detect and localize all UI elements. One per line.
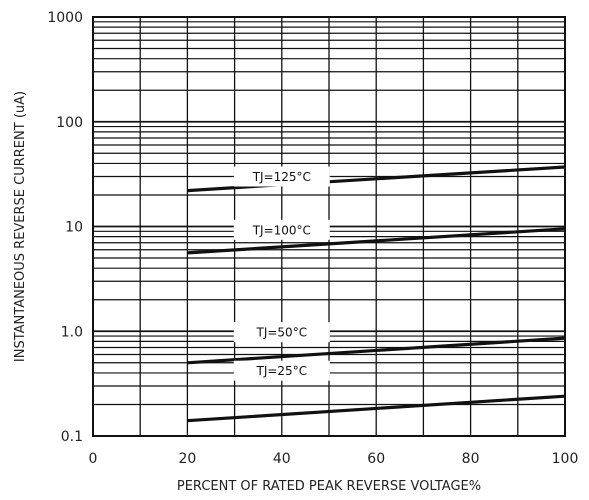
series-label-background — [233, 166, 330, 187]
x-tick-label: 40 — [273, 451, 291, 467]
x-tick-label: 80 — [462, 451, 480, 467]
x-tick-label: 0 — [89, 451, 98, 467]
series-label: TJ=25°C — [256, 364, 308, 378]
series-line — [187, 227, 566, 255]
series-label: TJ=50°C — [256, 326, 308, 340]
x-tick-label: 60 — [367, 451, 385, 467]
y-tick-label: 10 — [65, 220, 83, 236]
y-tick-label: 0.1 — [61, 429, 83, 445]
y-axis-label: INSTANTANEOUS REVERSE CURRENT (uA) — [13, 91, 28, 362]
series-label: TJ=125°C — [252, 170, 311, 184]
tick-labels: 0 20 40 60 80 100 0.1 1.0 10 100 1000 — [47, 10, 578, 467]
series-label: TJ=100°C — [252, 223, 311, 237]
series-line — [187, 394, 566, 423]
x-axis-label: PERCENT OF RATED PEAK REVERSE VOLTAGE% — [177, 479, 481, 494]
y-tick-label: 100 — [56, 115, 83, 131]
series-line — [187, 165, 566, 193]
series-lines — [187, 165, 566, 423]
series-label-background — [233, 219, 330, 240]
y-tick-label: 1000 — [47, 10, 83, 26]
series-line — [187, 336, 566, 365]
plot-frame — [92, 16, 566, 437]
series-labels: TJ=125°C TJ=100°C TJ=50°C TJ=25°C — [233, 166, 330, 381]
x-tick-label: 100 — [552, 451, 579, 467]
x-tick-label: 20 — [178, 451, 196, 467]
series-label-background — [233, 360, 330, 381]
y-tick-label: 1.0 — [61, 324, 83, 340]
series-label-background — [233, 322, 330, 343]
